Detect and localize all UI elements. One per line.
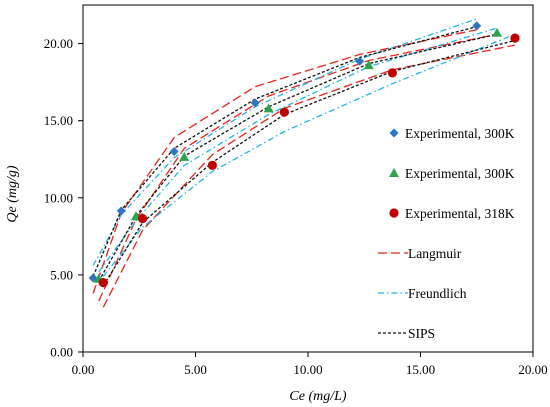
legend-label: Langmuir <box>408 246 462 261</box>
data-point-triangle <box>492 27 502 37</box>
legend-entry: Experimental, 300K <box>389 126 515 141</box>
y-tick-label: 15.00 <box>44 113 73 128</box>
data-point-circle <box>98 278 108 288</box>
legend-label: SIPS <box>408 326 435 341</box>
x-tick-label: 10.00 <box>293 362 322 377</box>
y-tick-label: 5.00 <box>50 267 73 282</box>
legend-entry: Experimental, 300K <box>389 166 515 181</box>
data-point-triangle <box>363 60 374 70</box>
legend-label: Experimental, 300K <box>405 166 515 181</box>
y-tick-label: 10.00 <box>44 190 73 205</box>
legend-entry: Freundlich <box>378 286 467 301</box>
data-point-triangle <box>263 103 274 113</box>
legend-entry: Experimental, 318K <box>389 206 515 221</box>
freundlich-fit-line <box>98 27 498 273</box>
data-point-circle <box>207 160 217 170</box>
data-point-circle <box>387 68 397 78</box>
data-point-diamond <box>472 21 482 31</box>
x-tick-label: 20.00 <box>518 362 547 377</box>
x-tick-label: 5.00 <box>184 362 207 377</box>
data-point-diamond <box>355 56 365 66</box>
sips-fit-line <box>92 25 477 277</box>
freundlich-fit-line <box>102 33 516 277</box>
legend-entry: Langmuir <box>378 246 462 261</box>
plot-points-layer <box>88 21 520 288</box>
legend: Experimental, 300K Experimental, 300K Expe… <box>378 126 515 341</box>
y-tick-label: 20.00 <box>44 36 73 51</box>
langmuir-fit-line <box>92 29 477 294</box>
x-tick-label: 15.00 <box>406 362 435 377</box>
x-tick-label: 0.00 <box>72 362 95 377</box>
langmuir-fit-line <box>98 33 498 302</box>
legend-label: Experimental, 300K <box>405 126 515 141</box>
legend-marker-triangle <box>389 168 399 177</box>
data-point-triangle <box>179 151 190 161</box>
legend-label: Freundlich <box>408 286 467 301</box>
x-axis-title: Ce (mg/L) <box>289 389 347 404</box>
sips-fit-line <box>102 39 516 287</box>
legend-label: Experimental, 318K <box>405 206 515 221</box>
axes-layer: 0.00 5.00 10.00 15.00 20.00 0.00 5.00 10.00 15.0… <box>44 4 548 377</box>
legend-marker-circle <box>389 208 399 218</box>
legend-marker-diamond <box>389 128 399 138</box>
y-tick-label: 0.00 <box>50 345 73 360</box>
data-point-circle <box>279 107 289 117</box>
data-point-circle <box>138 213 148 224</box>
plot-lines-layer <box>92 18 516 308</box>
legend-entry: SIPS <box>378 326 435 341</box>
data-point-circle <box>510 33 520 43</box>
sips-fit-line <box>98 33 498 282</box>
data-point-diamond <box>250 98 260 108</box>
data-point-diamond <box>116 206 126 216</box>
y-axis-title: Qe (mg/g) <box>5 165 20 222</box>
freundlich-fit-line <box>92 18 478 266</box>
data-point-diamond <box>169 147 179 157</box>
